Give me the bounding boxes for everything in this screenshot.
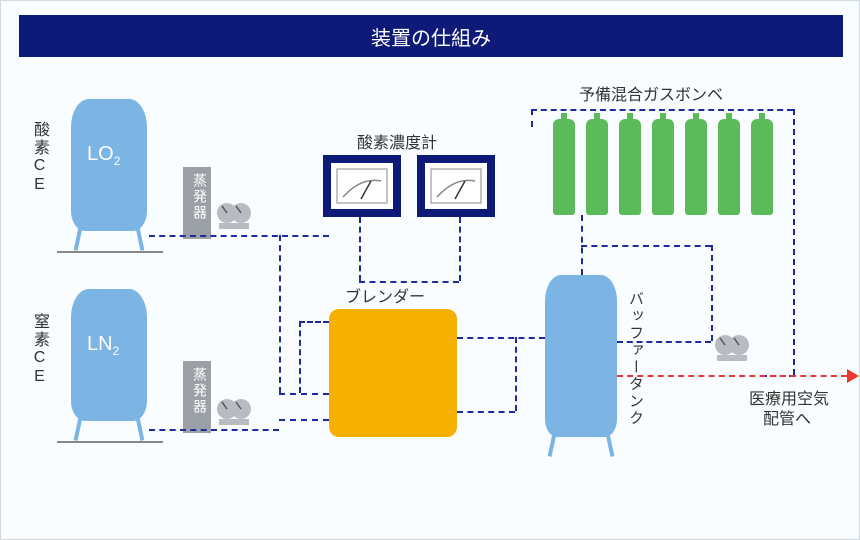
oxygen-meter-2 [417, 155, 495, 217]
label-output-2: 配管へ [763, 405, 811, 429]
gas-cylinder [685, 119, 707, 215]
label-oxygen-ce: 酸素CE [27, 121, 51, 195]
title-text: 装置の仕組み [371, 22, 491, 51]
pipe-segment [457, 411, 515, 413]
gas-cylinder-neck [627, 113, 633, 119]
pipe-segment [299, 321, 301, 393]
tank-ln2-legs [79, 415, 139, 441]
pipe-segment [793, 109, 795, 375]
label-oxygen-meter: 酸素濃度計 [357, 129, 437, 153]
gas-cylinder-neck [660, 113, 666, 119]
pipe-segment [299, 321, 329, 323]
pipe-segment [149, 235, 329, 237]
evaporator-2-label: 蒸発器 [190, 367, 210, 415]
pipe-segment [617, 375, 847, 377]
label-nitrogen-ce: 窒素CE [27, 313, 51, 387]
baseline-2 [57, 441, 163, 443]
oxygen-meter-1 [323, 155, 401, 217]
gas-cylinder-neck [726, 113, 732, 119]
blender-box [329, 309, 457, 437]
diagram-canvas: 装置の仕組み 酸素CE 窒素CE LO2 LN2 蒸発器 蒸発器 酸素濃度計 [0, 0, 860, 540]
gas-cylinder [586, 119, 608, 215]
label-buffer-tank: バッファータンク [625, 291, 646, 427]
pipe-segment [359, 281, 459, 283]
buffer-tank-legs [553, 431, 609, 453]
tank-lo2-legs [79, 225, 139, 251]
gauge-icon-3 [713, 333, 753, 367]
pipe-segment [359, 217, 361, 281]
tank-lo2-label: LO2 [87, 143, 120, 168]
gas-cylinder-neck [759, 113, 765, 119]
gas-cylinder [652, 119, 674, 215]
gauge-icon-2 [215, 397, 255, 431]
output-arrowhead-icon [847, 369, 859, 383]
pipe-segment [581, 245, 711, 247]
pipe-segment [531, 109, 793, 111]
pipe-segment [279, 393, 329, 395]
gas-cylinder [718, 119, 740, 215]
gas-cylinder-neck [561, 113, 567, 119]
gas-cylinder-neck [693, 113, 699, 119]
gas-cylinder [619, 119, 641, 215]
gas-cylinder [553, 119, 575, 215]
gas-cylinder-neck [594, 113, 600, 119]
pipe-segment [457, 337, 545, 339]
gauge-icon-1 [215, 201, 255, 235]
gas-cylinder [751, 119, 773, 215]
title-bar: 装置の仕組み [19, 15, 843, 57]
buffer-tank [545, 275, 617, 437]
baseline-1 [57, 251, 163, 253]
pipe-segment [459, 217, 461, 281]
evaporator-1-label: 蒸発器 [190, 173, 210, 221]
pipe-segment [279, 419, 329, 421]
label-blender: ブレンダー [345, 283, 425, 307]
tank-ln2-label: LN2 [87, 333, 119, 358]
pipe-segment [149, 429, 279, 431]
pipe-segment [515, 337, 517, 411]
pipe-segment [617, 341, 711, 343]
label-backup-cylinders: 予備混合ガスボンベ [579, 81, 723, 105]
pipe-segment [279, 235, 281, 393]
pipe-segment [531, 109, 533, 127]
pipe-segment [711, 245, 713, 341]
